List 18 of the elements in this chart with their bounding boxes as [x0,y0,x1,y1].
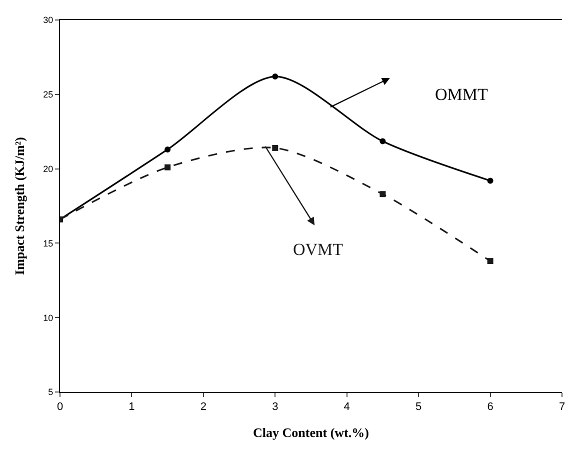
x-tick-label: 0 [56,401,64,414]
x-tick-label: 6 [487,401,494,414]
y-tick-label: 20 [43,164,54,174]
y-tick-label: 10 [43,312,54,323]
text: OMMT [435,85,489,104]
x-tick-label: 7 [558,401,566,414]
y-axis-title: Impact Strength (KJ/m²) [12,137,28,275]
y-tick-label: 25 [43,90,54,100]
y-tick-label: 30 [43,15,54,26]
x-tick-label: 5 [416,401,422,414]
x-tick-label: 1 [128,401,135,414]
x-tick-label: 4 [344,401,350,414]
y-tick-label: 15 [43,238,54,248]
x-axis-title: Clay Content (wt.%) [253,424,369,440]
x-tick-label: 3 [272,401,278,414]
x-tick-label: 2 [200,401,206,414]
y-tick-label: 5 [48,387,54,398]
legend-label: OVMT [293,240,344,259]
